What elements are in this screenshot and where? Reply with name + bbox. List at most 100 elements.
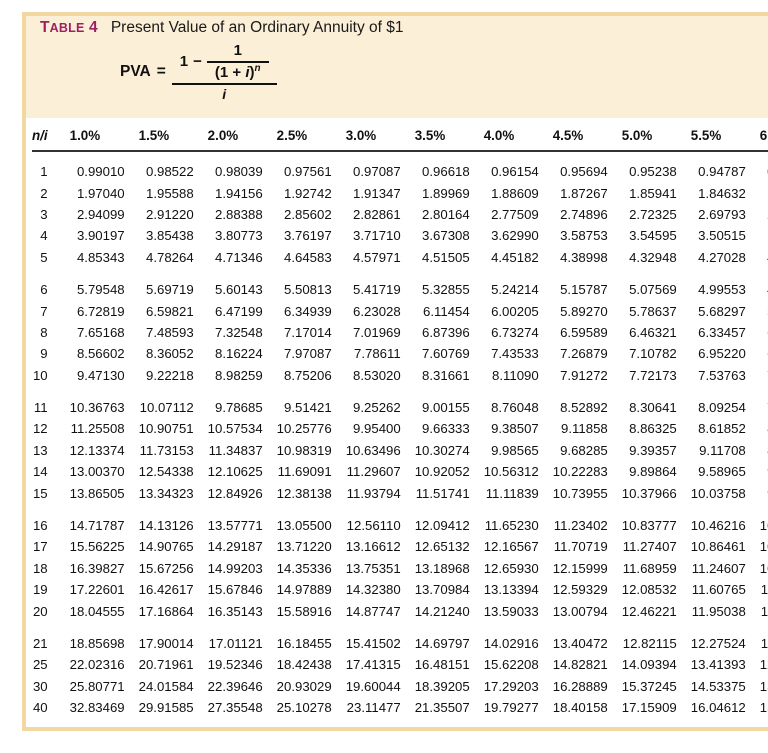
table-cell: 6.87396 xyxy=(422,324,470,340)
table-cell: 7.78611 xyxy=(354,346,401,362)
table-cell: 11.11839 xyxy=(485,485,539,501)
table-cell: 5.24214 xyxy=(491,282,539,298)
formula-paren-close: ) xyxy=(249,63,255,81)
table-cell: 11.51741 xyxy=(415,485,470,501)
table-cell: 32.83469 xyxy=(69,700,125,716)
table-cell: 9.71225 xyxy=(746,482,768,503)
row-period-label: 12 xyxy=(32,421,48,437)
table-cell: 1.94156 xyxy=(215,185,263,201)
table-cell: 0.95238 xyxy=(629,164,677,180)
table-cell: 14.69797 xyxy=(414,636,470,651)
table-cell: 17.15909 xyxy=(621,700,677,716)
table-cell: 11.25508 xyxy=(70,421,125,437)
table-cell: 14.53375 xyxy=(690,678,746,694)
column-header-rate-8: 5.0% xyxy=(607,128,677,152)
column-header-rate-9: 5.5% xyxy=(676,128,746,152)
table-cell: 7.10782 xyxy=(629,346,677,362)
table-cell: 1.95588 xyxy=(145,185,194,201)
table-cell: 2.69793 xyxy=(698,206,746,222)
table-cell: 7.01969 xyxy=(353,324,401,340)
table-row: 8 7.65168 7.48593 7.32548 7.17014 7.01969 6.87… xyxy=(32,322,768,343)
table-cell: 5.07569 xyxy=(629,282,677,298)
table-cell: 0.99010 xyxy=(76,164,125,180)
row-period-label: 14 xyxy=(32,464,48,480)
table-row: 30 25.80771 24.01584 22.39646 20.93029 19.600… xyxy=(32,676,768,697)
table-cell: 8.09254 xyxy=(698,400,746,416)
table-cell: 10.57534 xyxy=(207,421,263,437)
table-cell: 11.23402 xyxy=(553,518,608,534)
table-label-prefix: T xyxy=(40,19,50,36)
table-cell: 8.36052 xyxy=(145,346,194,362)
column-header-rate-1: 1.5% xyxy=(124,128,194,152)
table-cell: 12.46221 xyxy=(621,603,677,619)
table-cell: 3.67308 xyxy=(422,228,470,244)
table-cell: 12.09412 xyxy=(414,518,470,534)
table-cell: 8.31661 xyxy=(422,367,470,383)
row-period-label: 11 xyxy=(33,400,48,416)
table-cell: 8.86325 xyxy=(629,421,677,437)
row-period-label: 16 xyxy=(32,518,48,534)
table-cell: 10.36763 xyxy=(69,400,125,416)
table-cell: 7.91272 xyxy=(560,367,608,383)
table-cell: 6.23028 xyxy=(353,303,401,319)
table-cell: 4.71346 xyxy=(215,249,263,265)
formula-lhs: PVA xyxy=(120,62,151,80)
table-cell: 8.61852 xyxy=(698,421,746,437)
table-cell: 15.37245 xyxy=(621,678,677,694)
table-cell: 14.35336 xyxy=(276,560,332,576)
table-cell: 12.59329 xyxy=(552,582,608,598)
table-cell: 7.43533 xyxy=(491,346,539,362)
table-cell: 29.91585 xyxy=(138,700,194,716)
table-cell: 15.67256 xyxy=(138,560,194,576)
table-cell: 9.39357 xyxy=(629,442,677,458)
table-cell: 17.29203 xyxy=(483,678,539,694)
column-header-rate-3: 2.5% xyxy=(262,128,332,152)
table-cell: 6.00205 xyxy=(491,303,539,319)
table-cell: 14.90765 xyxy=(138,539,194,555)
table-cell: 2.80164 xyxy=(422,206,470,222)
table-cell: 4.27028 xyxy=(698,249,746,265)
table-cell: 6.46321 xyxy=(629,324,677,340)
formula-inner-fraction: 1 (1 + i)n xyxy=(206,41,269,82)
table-cell: 10.47726 xyxy=(759,539,768,555)
table-cell: 22.02316 xyxy=(69,657,125,673)
table-cell: 7.48593 xyxy=(145,324,194,340)
table-cell: 3.80773 xyxy=(215,228,263,244)
table-cell: 12.08532 xyxy=(621,582,677,598)
table-row: 3 2.94099 2.91220 2.88388 2.85602 2.82861 2.80… xyxy=(32,204,768,225)
formula-outer-fraction-bar xyxy=(171,83,277,86)
table-cell: 10.10590 xyxy=(759,518,768,534)
table-cell: 14.71787 xyxy=(69,518,125,534)
row-period-label: 2 xyxy=(40,185,48,201)
table-cell: 18.04555 xyxy=(69,603,125,619)
row-period-label: 15 xyxy=(32,485,48,501)
table-cell: 5.89270 xyxy=(560,303,608,319)
table-row: 6 5.79548 5.69719 5.60143 5.50813 5.41719 5.32… xyxy=(32,268,768,300)
table-cell: 10.22283 xyxy=(552,464,608,480)
table-cell: 11.46992 xyxy=(760,603,768,619)
table-cell: 16.18455 xyxy=(276,636,332,651)
row-period-label: 13 xyxy=(32,442,48,458)
table-cell: 15.58916 xyxy=(276,603,332,619)
table-cell: 6.59821 xyxy=(145,303,194,319)
table-cell: 10.03758 xyxy=(690,485,746,501)
table-row: 19 17.22601 16.42617 15.67846 14.97889 14.323… xyxy=(32,579,768,600)
table-cell: 15.67846 xyxy=(207,582,263,598)
table-cell: 2.91220 xyxy=(145,206,194,222)
table-cell: 4.85343 xyxy=(76,249,125,265)
table-cell: 13.40472 xyxy=(552,636,608,651)
row-period-label: 30 xyxy=(32,678,48,694)
table-cell: 6.47199 xyxy=(215,303,263,319)
table-cell: 5.58238 xyxy=(746,300,768,321)
table-cell: 10.92052 xyxy=(414,464,470,480)
formula-inner-fraction-bar xyxy=(206,60,269,63)
table-cell: 6.72819 xyxy=(76,303,125,319)
table-cell: 20.71961 xyxy=(138,657,194,673)
table-cell: 8.30641 xyxy=(629,400,677,416)
table-cell: 12.38138 xyxy=(276,485,332,501)
table-cell: 14.13126 xyxy=(138,518,194,534)
table-cell: 2.94099 xyxy=(76,206,125,222)
table-cell: 2.67301 xyxy=(746,204,768,225)
table-cell: 4.91732 xyxy=(746,268,768,300)
table-cell: 6.95220 xyxy=(698,346,746,362)
